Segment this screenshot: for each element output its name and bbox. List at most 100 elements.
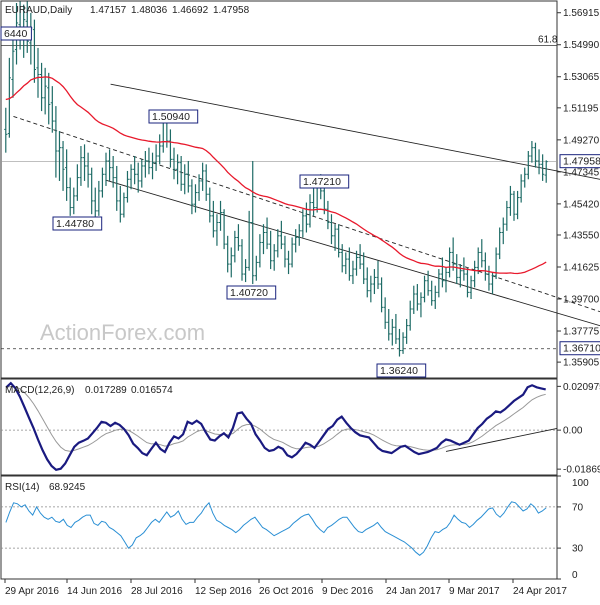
trend-lines-layer — [13, 83, 600, 327]
candle — [125, 170, 130, 203]
candle — [7, 57, 11, 138]
x-tick-label: 12 Sep 2016 — [195, 586, 252, 597]
candle — [483, 252, 487, 281]
macd-value: 0.017289 — [85, 385, 127, 396]
macd-tick-label: 0.00 — [563, 426, 583, 437]
y-tick-label: 1.43550 — [563, 230, 600, 241]
candle — [229, 247, 233, 278]
candle — [476, 247, 480, 275]
candle — [401, 332, 405, 354]
ohlc-high: 1.48036 — [131, 5, 168, 16]
candle — [179, 155, 183, 191]
callout-dec-high-text: 1.47210 — [303, 176, 341, 188]
candle — [43, 67, 47, 115]
candle — [226, 235, 230, 273]
candle — [193, 184, 198, 213]
candle — [340, 244, 344, 273]
candle — [65, 149, 69, 201]
candle — [523, 167, 527, 188]
y-tick-label: 1.45420 — [563, 199, 600, 210]
rsi-tick-label: 0 — [572, 570, 578, 581]
macd-panel-frame — [0, 378, 558, 476]
candle — [286, 250, 291, 275]
grid-layer: 61.8 — [1, 34, 558, 350]
candle — [394, 313, 398, 344]
candle — [57, 131, 62, 181]
price-callouts-layer: 6440 1.50940 1.44780 1.47210 1.40720 1.36240 1… — [0, 26, 600, 378]
candle — [104, 152, 108, 186]
candle — [39, 62, 44, 112]
candle — [376, 260, 380, 290]
current-price-box — [559, 154, 600, 169]
candle — [261, 224, 266, 255]
candle — [326, 200, 330, 230]
candle — [222, 209, 226, 250]
callout-dec-high-box — [299, 174, 350, 189]
candle — [79, 146, 83, 186]
candle — [100, 167, 105, 198]
candle — [190, 179, 194, 215]
candle — [430, 280, 434, 306]
candle — [211, 200, 215, 238]
candle — [512, 190, 516, 221]
candle — [455, 254, 459, 285]
candle — [11, 34, 15, 98]
candle — [233, 230, 237, 263]
candle — [186, 160, 190, 193]
candle — [530, 141, 534, 163]
callout-feb-low-box — [376, 363, 427, 378]
candle — [294, 229, 298, 253]
candle — [90, 167, 94, 215]
candle — [147, 147, 151, 175]
x-tick-label: 14 Jun 2016 — [67, 586, 122, 597]
candle — [97, 180, 101, 216]
candle — [61, 141, 65, 191]
candle — [333, 224, 337, 251]
candle — [111, 155, 115, 188]
watermark: ActionForex.com — [40, 320, 205, 345]
candle — [82, 144, 87, 181]
y-tick-label: 1.49270 — [563, 135, 600, 146]
candle — [197, 174, 201, 201]
candle — [351, 260, 355, 285]
macd-tick-label: -0.018693 — [563, 465, 600, 476]
candle — [465, 267, 470, 298]
candle — [383, 297, 387, 329]
candle — [304, 202, 309, 233]
support-price-text: 1.36710 — [563, 343, 600, 355]
y-tick-label: 1.56915 — [563, 8, 600, 19]
ohlc-low: 1.46692 — [172, 5, 209, 16]
candle — [143, 151, 147, 178]
candle — [4, 107, 8, 153]
y-tick-label: 1.47345 — [563, 167, 600, 178]
callout-jun-low-text: 1.44780 — [56, 218, 94, 230]
candle — [258, 234, 262, 268]
x-tick-label: 24 Jan 2017 — [386, 586, 441, 597]
y-tick-label: 1.41625 — [563, 262, 600, 273]
candle — [358, 244, 362, 270]
rsi-layer: 100 70 30 0 — [1, 475, 589, 581]
callout-feb-low-text: 1.36240 — [380, 365, 418, 377]
rsi-tick-label: 70 — [572, 502, 584, 513]
chart-title: EURAUD,Daily — [5, 5, 72, 16]
candle — [537, 149, 541, 175]
callout-oct-low-box — [226, 285, 277, 300]
candle — [447, 247, 452, 278]
candle — [508, 185, 513, 216]
candle — [362, 252, 366, 285]
candle — [47, 72, 51, 125]
candle — [265, 217, 269, 250]
candle — [133, 155, 137, 185]
candle — [337, 224, 341, 258]
candle — [498, 227, 502, 260]
rsi-value: 68.9245 — [49, 482, 86, 493]
x-tick-label: 29 Apr 2016 — [5, 586, 59, 597]
candle — [86, 152, 90, 188]
candle — [301, 209, 305, 238]
candle — [387, 308, 391, 341]
candle — [494, 247, 498, 280]
candle — [480, 239, 484, 268]
macd-title: MACD(12,26,9) — [5, 385, 74, 396]
trend-line-channel-upper — [110, 83, 600, 180]
